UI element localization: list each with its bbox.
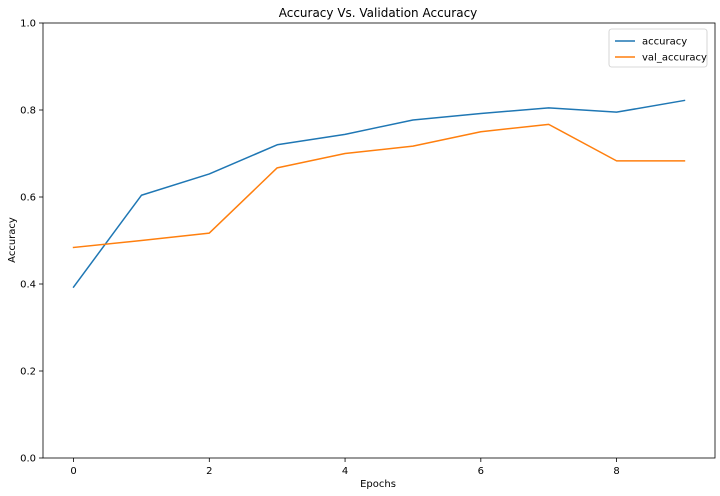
chart-title: Accuracy Vs. Validation Accuracy	[279, 6, 478, 20]
y-tick-label: 0.0	[20, 454, 36, 465]
y-tick-label: 0.2	[20, 367, 36, 378]
x-tick-label: 8	[613, 466, 619, 477]
plot-area: 0.0 0.2 0.4 0.6 0.8 1.0 0 2 4 6 8	[20, 19, 716, 477]
x-tick-label: 6	[478, 466, 484, 477]
series-line-val-accuracy	[72, 123, 686, 249]
y-axis-label: Accuracy	[7, 217, 18, 263]
y-tick-label: 0.8	[20, 106, 36, 117]
legend-label-val-accuracy: val_accuracy	[642, 53, 707, 64]
series-line-accuracy	[72, 99, 686, 289]
x-tick-label: 0	[70, 466, 76, 477]
y-tick-label: 0.4	[20, 280, 36, 291]
x-axis-label: Epochs	[360, 479, 396, 490]
legend-label-accuracy: accuracy	[642, 37, 687, 48]
y-tick-label: 1.0	[20, 19, 36, 30]
x-tick-label: 2	[206, 466, 212, 477]
axes-frame	[42, 22, 716, 459]
x-tick-label: 4	[342, 466, 348, 477]
legend: accuracy val_accuracy	[608, 28, 708, 68]
y-tick-label: 0.6	[20, 193, 36, 204]
